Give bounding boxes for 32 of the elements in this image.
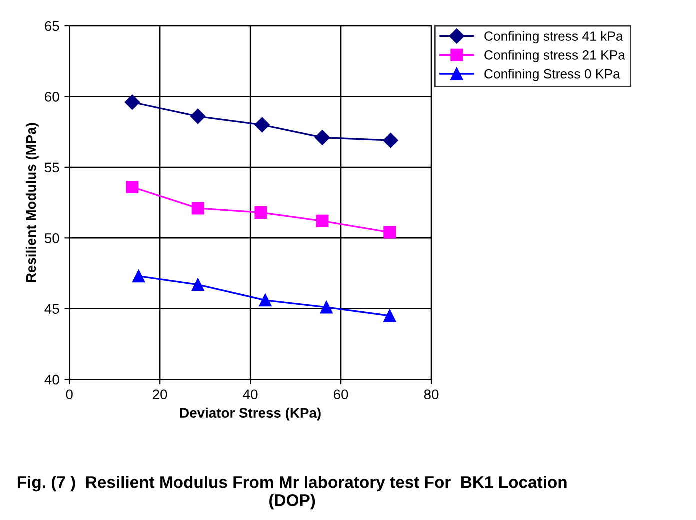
y-tick-label: 60 bbox=[45, 92, 60, 102]
x-tick-label: 0 bbox=[66, 390, 73, 400]
y-axis-title: Resilient Modulus (MPa) bbox=[26, 123, 39, 282]
point bbox=[259, 294, 272, 307]
point bbox=[316, 214, 329, 228]
x-axis-title: Deviator Stress (KPa) bbox=[180, 408, 321, 421]
point bbox=[132, 270, 146, 283]
point bbox=[192, 202, 204, 215]
point bbox=[192, 278, 204, 292]
x-tick-label: 40 bbox=[243, 390, 258, 400]
x-tick-label: 80 bbox=[424, 390, 439, 400]
point bbox=[254, 117, 270, 133]
point bbox=[126, 180, 139, 194]
point bbox=[314, 130, 330, 146]
point bbox=[384, 310, 396, 322]
y-tick-label: 45 bbox=[44, 304, 60, 314]
point bbox=[254, 206, 268, 219]
y-tick-label: 55 bbox=[44, 162, 60, 173]
text: Fig. (7 ) Resilient Modulus From Mr laboratory test For BK1 Location (DOP) bbox=[18, 476, 567, 510]
point bbox=[124, 94, 140, 110]
x-tick-label: 60 bbox=[334, 390, 348, 400]
point bbox=[383, 132, 398, 148]
y-tick-label: 50 bbox=[44, 233, 60, 244]
legend-label: Confining stress 41 kPa bbox=[484, 31, 624, 44]
legend-label: Confining stress 21 KPa bbox=[484, 50, 626, 62]
point bbox=[190, 108, 206, 124]
legend-label: Confining Stress 0 KPa bbox=[484, 69, 620, 82]
point bbox=[320, 301, 333, 314]
point bbox=[384, 226, 396, 239]
y-tick-label: 65 bbox=[45, 21, 60, 32]
y-tick-label: 40 bbox=[44, 374, 60, 385]
x-tick-label: 20 bbox=[153, 390, 168, 400]
